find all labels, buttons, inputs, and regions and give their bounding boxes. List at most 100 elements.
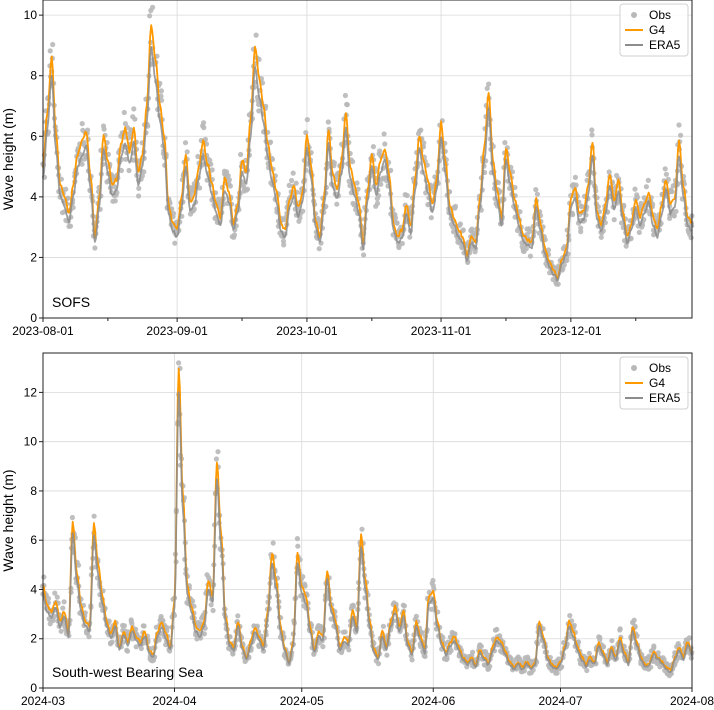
y-tick-label: 2 — [30, 250, 37, 264]
obs-point — [448, 648, 454, 654]
obs-point — [136, 193, 142, 199]
obs-point — [350, 159, 356, 165]
obs-point — [47, 48, 53, 54]
obs-point — [270, 540, 276, 546]
x-tick-label: 2024-06 — [411, 694, 455, 708]
obs-point — [589, 127, 595, 133]
y-tick-labels: 0 2 4 6 8 10 12 — [24, 385, 43, 695]
obs-point — [60, 605, 66, 611]
obs-point — [124, 648, 131, 654]
obs-point — [121, 623, 127, 629]
obs-point — [215, 449, 221, 455]
obs-point — [52, 590, 58, 596]
obs-point — [422, 653, 428, 660]
obs-point — [533, 187, 539, 193]
y-tick-label: 8 — [30, 69, 37, 83]
obs-point — [300, 208, 306, 214]
obs-point — [304, 117, 310, 123]
obs-point — [609, 638, 615, 644]
obs-point — [91, 513, 97, 519]
obs-point — [295, 543, 301, 549]
obs-point — [428, 215, 434, 221]
obs-point — [126, 167, 132, 174]
obs-point — [109, 639, 115, 645]
legend-label: G4 — [649, 23, 665, 37]
obs-point — [676, 122, 682, 128]
obs-point — [320, 644, 326, 650]
obs-point — [158, 88, 164, 94]
obs-point — [564, 257, 570, 263]
obs-point — [150, 4, 156, 10]
x-tick-label: 2023-08-01 — [12, 324, 74, 338]
obs-point — [158, 613, 164, 620]
obs-point — [555, 281, 561, 287]
obs-point — [598, 234, 604, 240]
obs-point — [138, 645, 144, 652]
obs-point — [112, 198, 118, 204]
obs-point — [618, 220, 625, 226]
obs-point — [578, 229, 584, 235]
obs-point — [378, 181, 384, 187]
obs-point — [50, 41, 56, 48]
obs-point — [207, 157, 213, 163]
obs-point — [172, 240, 178, 246]
obs-point — [589, 132, 595, 138]
obs-point — [226, 177, 232, 183]
obs-point — [452, 203, 459, 209]
obs-point — [573, 182, 579, 188]
obs-point — [571, 622, 577, 629]
obs-point — [556, 656, 562, 662]
y-tick-label: 6 — [30, 533, 37, 547]
obs-point — [669, 189, 675, 195]
y-tick-label: 10 — [24, 435, 38, 449]
obs-point — [294, 536, 300, 542]
obs-point — [377, 148, 383, 154]
obs-point — [69, 514, 75, 521]
obs-point — [381, 131, 387, 137]
obs-point — [184, 149, 190, 155]
obs-point — [409, 657, 415, 663]
obs-point — [671, 213, 677, 219]
obs-point — [182, 140, 189, 146]
obs-point — [632, 186, 638, 192]
plot-frame — [42, 352, 693, 689]
x-tick-label: 2023-12-01 — [540, 324, 602, 338]
obs-point — [302, 581, 308, 587]
obs-point — [293, 180, 299, 186]
legend-obs-marker — [631, 365, 637, 371]
obs-point — [63, 186, 69, 192]
obs-point — [303, 130, 309, 136]
obs-point — [617, 627, 623, 633]
obs-point — [460, 227, 466, 233]
legend-box — [619, 3, 689, 57]
obs-point — [643, 184, 650, 190]
obs-point — [678, 132, 684, 138]
obs-point — [122, 121, 128, 127]
obs-point — [41, 574, 47, 580]
obs-point — [688, 235, 694, 241]
obs-point — [404, 192, 410, 199]
obs-point — [688, 655, 694, 661]
y-axis-label: Wave height (m) — [0, 469, 16, 571]
x-tick-label: 2024-04 — [152, 694, 196, 708]
y-tick-label: 2 — [30, 632, 37, 646]
x-tick-label: 2024-08 — [670, 694, 714, 708]
obs-point — [231, 232, 238, 238]
obs-point — [158, 93, 164, 99]
obs-point — [634, 194, 641, 200]
obs-point — [421, 140, 427, 146]
obs-point — [484, 85, 490, 91]
obs-point — [392, 215, 399, 221]
obs-point — [502, 140, 508, 146]
obs-point — [606, 169, 612, 175]
obs-point — [331, 163, 337, 169]
obs-point — [201, 125, 207, 131]
obs-point — [159, 97, 165, 103]
g4-line — [42, 24, 693, 280]
obs-point — [79, 121, 85, 127]
obs-point — [523, 246, 529, 252]
obs-point — [325, 119, 331, 125]
obs-point — [545, 247, 552, 253]
